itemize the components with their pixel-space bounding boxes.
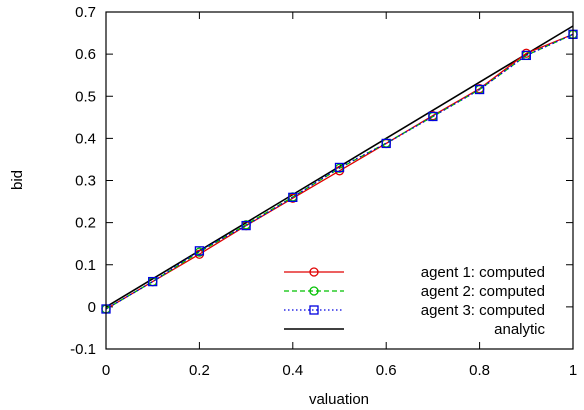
- legend-marker: [309, 267, 319, 277]
- y-tick-label: 0.1: [75, 257, 96, 274]
- y-tick-label: 0: [88, 299, 96, 316]
- data-point: [194, 246, 205, 256]
- y-tick-label: 0.3: [75, 173, 96, 190]
- y-tick-label: 0.6: [75, 46, 96, 63]
- legend: agent 1: computed agent 2: computed agent …: [284, 264, 546, 338]
- data-point: [381, 138, 391, 149]
- plot-frame: [105, 11, 574, 350]
- y-tick-label: 0.7: [75, 4, 96, 21]
- legend-label: agent 3: computed: [421, 302, 545, 319]
- legend-label: analytic: [494, 321, 545, 338]
- y-axis-label: bid: [9, 170, 26, 190]
- x-axis-label: valuation: [309, 391, 369, 408]
- data-point: [148, 276, 158, 287]
- y-tick-label: 0.2: [75, 215, 96, 232]
- y-tick-label: 0.4: [75, 130, 96, 147]
- legend-item: agent 1: computed: [284, 264, 545, 281]
- x-tick-label: 0: [102, 362, 110, 379]
- data-point: [334, 162, 345, 173]
- x-tick-label: 0.8: [469, 362, 490, 379]
- legend-item: analytic: [284, 321, 546, 338]
- legend-label: agent 1: computed: [421, 264, 545, 281]
- legend-item: agent 3: computed: [284, 302, 545, 319]
- data-point: [288, 192, 298, 203]
- y-tick-label: 0.5: [75, 88, 96, 105]
- x-tick-label: 1: [569, 362, 577, 379]
- x-tick-label: 0.6: [376, 362, 397, 379]
- x-tick-label: 0.2: [189, 362, 210, 379]
- data-point: [521, 50, 531, 61]
- legend-marker: [309, 305, 319, 315]
- legend-marker: [309, 286, 319, 296]
- data-point: [474, 84, 485, 95]
- data-point: [428, 111, 438, 122]
- x-tick-label: 0.4: [282, 362, 303, 379]
- legend-label: agent 2: computed: [421, 283, 545, 300]
- y-tick-label: -0.1: [70, 341, 96, 358]
- legend-item: agent 2: computed: [284, 283, 545, 300]
- series-line: [105, 33, 574, 310]
- series-layer: [101, 25, 578, 314]
- data-point: [241, 220, 251, 231]
- axes-layer: 0 0.2 0.4 0.6 0.8 1 -0.1 0 0.1 0.2 0.3 0.4 0.5 0.6 0.7: [70, 4, 577, 379]
